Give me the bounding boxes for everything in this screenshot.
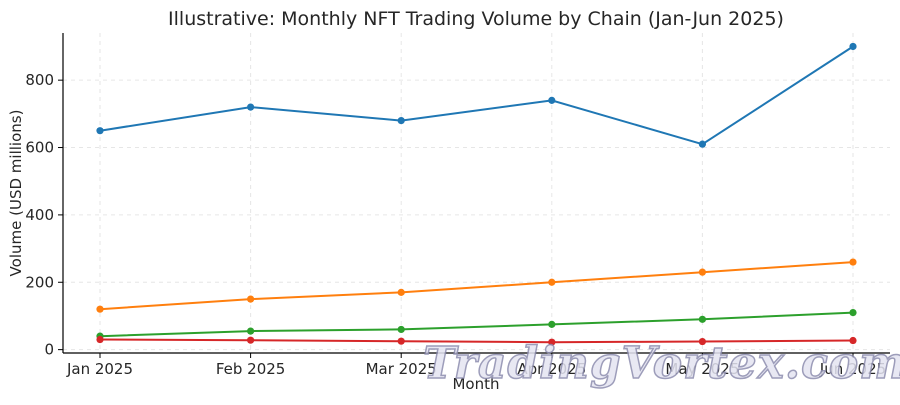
x-tick-label: May 2025 xyxy=(665,360,739,378)
data-point xyxy=(96,305,104,313)
data-point xyxy=(397,116,405,125)
series-line xyxy=(99,45,854,146)
x-tick-label: Feb 2025 xyxy=(216,360,286,378)
x-tick-label: Jun 2025 xyxy=(819,360,886,378)
data-point xyxy=(247,327,255,335)
series-1 xyxy=(96,42,857,148)
series-line xyxy=(99,311,854,338)
grid xyxy=(63,33,890,353)
data-point xyxy=(698,140,707,148)
chart-title: Illustrative: Monthly NFT Trading Volume… xyxy=(168,8,784,30)
data-point xyxy=(548,338,556,346)
data-point xyxy=(849,42,857,51)
data-point xyxy=(698,337,707,346)
y-tick-label: 0 xyxy=(44,341,54,359)
x-tick-label: Jan 2025 xyxy=(66,360,133,378)
series xyxy=(96,42,857,346)
series-line xyxy=(99,261,854,311)
x-axis-label: Month xyxy=(452,375,499,393)
series-4 xyxy=(96,335,857,346)
data-point xyxy=(247,295,255,303)
data-point xyxy=(849,336,857,345)
y-tick-label: 200 xyxy=(25,273,54,291)
data-point xyxy=(397,288,405,296)
x-tick-label: Apr 2025 xyxy=(517,360,586,378)
data-point xyxy=(96,127,104,135)
data-point xyxy=(247,103,255,111)
y-tick-label: 800 xyxy=(25,71,54,89)
watermark: TradingVortex.com xyxy=(423,338,900,389)
tick-labels: 0 200 400 600 800 Jan 2025 Feb 2025 Mar 2025 Apr… xyxy=(25,71,886,378)
data-point xyxy=(849,308,857,317)
data-point xyxy=(698,268,707,276)
data-point xyxy=(548,278,556,286)
y-axis-label: Volume (USD millions) xyxy=(7,110,25,277)
axes xyxy=(62,33,890,354)
series-3 xyxy=(96,308,857,340)
series-line xyxy=(99,338,854,344)
y-tick-label: 400 xyxy=(25,206,54,224)
x-tick-label: Mar 2025 xyxy=(366,360,437,378)
data-point xyxy=(698,315,707,323)
series-2 xyxy=(96,258,857,313)
y-tick-label: 600 xyxy=(25,139,54,157)
data-point xyxy=(548,320,556,328)
data-point xyxy=(397,325,405,334)
data-point xyxy=(397,337,405,345)
data-point xyxy=(96,335,104,344)
data-point xyxy=(849,258,857,266)
data-point xyxy=(548,96,556,104)
data-point xyxy=(247,336,255,344)
